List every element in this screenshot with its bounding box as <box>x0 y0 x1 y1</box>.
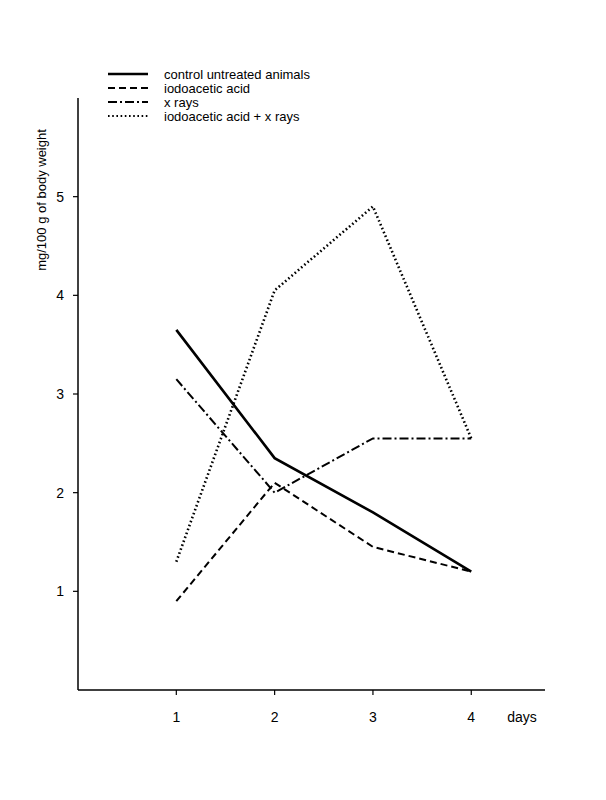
y-tick <box>73 196 78 197</box>
x-tick-label: 4 <box>467 709 475 725</box>
x-tick-label: 1 <box>172 709 180 725</box>
legend-label: x rays <box>164 95 199 110</box>
x-tick <box>274 690 275 695</box>
chart: 1 2 3 4 5 1 2 3 4 days mg/100 g of body weight cont… <box>0 0 606 800</box>
y-tick-label: 5 <box>56 189 64 205</box>
y-tick <box>73 393 78 394</box>
x-tick-label: 2 <box>271 709 279 725</box>
legend-swatch <box>108 101 148 103</box>
series-line <box>176 330 471 572</box>
x-tick <box>372 690 373 695</box>
x-axis-label: days <box>507 709 537 725</box>
y-tick <box>73 492 78 493</box>
legend-label: iodoacetic acid <box>164 81 250 96</box>
legend-swatch <box>108 87 148 89</box>
y-tick-label: 4 <box>56 287 64 303</box>
background <box>0 0 606 800</box>
y-tick-label: 3 <box>56 386 64 402</box>
series-line <box>176 379 471 492</box>
y-tick <box>73 591 78 592</box>
x-tick <box>471 690 472 695</box>
y-tick-label: 1 <box>56 583 64 599</box>
series-line <box>176 483 471 601</box>
plot-area <box>176 207 471 602</box>
y-axis-label: mg/100 g of body weight <box>34 129 49 271</box>
x-tick <box>176 690 177 695</box>
y-tick <box>73 295 78 296</box>
y-tick-label: 2 <box>56 485 64 501</box>
series-line <box>176 207 471 562</box>
x-axis <box>78 689 545 691</box>
x-tick-label: 3 <box>369 709 377 725</box>
legend-swatch <box>108 73 148 76</box>
legend-label: control untreated animals <box>164 67 310 82</box>
legend-label: iodoacetic acid + x rays <box>164 109 300 124</box>
legend-swatch <box>108 115 148 117</box>
